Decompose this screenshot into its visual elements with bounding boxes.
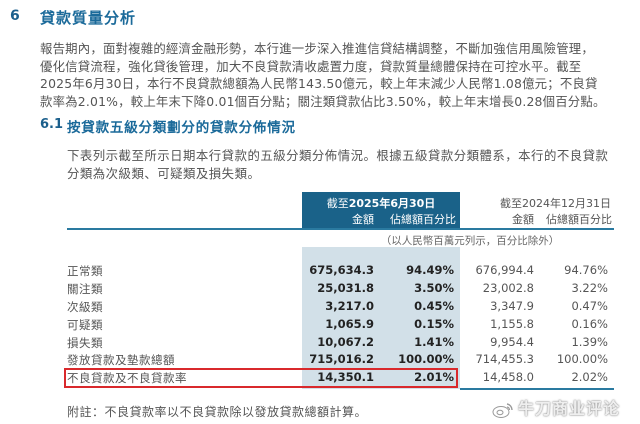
pct-2024: 3.22% — [571, 281, 608, 295]
paragraph-line: 2025年6月30日，本行不良貸款總額為人民幣143.50億元，較上年末減少人民… — [40, 76, 598, 91]
pct-2025: 100.00% — [398, 352, 454, 366]
intro-line: 下表列示截至所示日期本行貸款的五級分類分佈情況。根據五級貸款分類體系，本行的不良… — [67, 148, 609, 163]
header-rule — [67, 228, 614, 230]
pct-2024: 2.02% — [571, 370, 608, 384]
amount-2025: 3,217.0 — [325, 299, 374, 313]
amount-2024: 714,455.3 — [475, 352, 534, 366]
current-amount-header: 金額 — [352, 213, 374, 226]
amount-2025: 1,065.9 — [325, 317, 374, 331]
pct-2024: 0.47% — [571, 299, 608, 313]
amount-2024: 676,994.4 — [475, 263, 534, 277]
intro-line: 分類為次級類、可疑類及損失類。 — [67, 165, 261, 181]
pct-2025: 1.41% — [414, 335, 454, 349]
table-row: 次級類 3,217.0 0.45% 3,347.9 0.47% — [0, 299, 640, 317]
amount-2024: 9,954.4 — [490, 335, 534, 349]
subsection-number: 6.1 — [40, 117, 64, 132]
current-period-prefix: 截至 — [326, 197, 349, 210]
table-bottom-rule — [460, 388, 614, 390]
table-row-total: 發放貸款及墊款總額 715,016.2 100.00% 714,455.3 10… — [0, 352, 640, 370]
row-label: 關注類 — [67, 282, 103, 296]
subsection-intro: 下表列示截至所示日期本行貸款的五級分類分佈情況。根據五級貸款分類體系，本行的不良… — [67, 147, 608, 182]
row-label: 損失類 — [67, 336, 103, 350]
table-row: 正常類 675,634.3 94.49% 676,994.4 94.76% — [0, 263, 640, 281]
amount-2025: 715,016.2 — [309, 352, 374, 366]
footnote: 附註：不良貸款率以不良貸款除以發放貸款總額計算。 — [67, 405, 368, 419]
paragraph-line: 優化信貸流程，強化貸後管理，加大不良貸款清收處置力度，貸款質量總體保持在可控水平… — [40, 58, 582, 74]
pct-2024: 100.00% — [556, 352, 608, 366]
section-title: 貸款質量分析 — [40, 9, 137, 27]
pct-2024: 0.16% — [571, 317, 608, 331]
row-label: 不良貸款及不良貸款率 — [67, 371, 187, 385]
previous-amount-header: 金額 — [512, 213, 534, 226]
current-period-date: 2025年6月30日 — [348, 197, 436, 210]
pct-2024: 1.39% — [571, 335, 608, 349]
amount-2024: 23,002.8 — [482, 281, 534, 295]
row-label: 正常類 — [67, 264, 103, 278]
previous-percent-header: 佔總額百分比 — [546, 213, 612, 226]
current-period-column-shade — [302, 247, 460, 389]
subsection-title: 按貸款五級分類劃分的貸款分佈情況 — [67, 120, 296, 136]
table-row: 損失類 10,067.2 1.41% 9,954.4 1.39% — [0, 335, 640, 353]
row-label: 次級類 — [67, 300, 103, 314]
amount-2024: 1,155.8 — [490, 317, 534, 331]
table-row-npl: 不良貸款及不良貸款率 14,350.1 2.01% 14,458.0 2.02% — [0, 370, 640, 388]
pct-2025: 94.49% — [406, 263, 454, 277]
units-note: （以人民幣百萬元列示，百分比除外） — [380, 235, 560, 247]
section-paragraph: 報告期內，面對複雜的經濟金融形勢，本行進一步深入推進信貸結構調整，不斷加強信用風… — [40, 40, 640, 110]
amount-2025: 25,031.8 — [317, 281, 374, 295]
paragraph-line: 款率為2.01%，較上年末下降0.01個百分點；關注類貸款佔比3.50%，較上年… — [40, 93, 606, 109]
section-number: 6 — [10, 8, 20, 24]
amount-2025: 10,067.2 — [317, 335, 374, 349]
pct-2025: 0.45% — [414, 299, 454, 313]
current-percent-header: 佔總額百分比 — [390, 213, 456, 226]
pct-2025: 3.50% — [414, 281, 454, 295]
npl-highlight-box — [64, 368, 458, 388]
pct-2024: 94.76% — [564, 263, 608, 277]
current-period-header-fill — [302, 192, 460, 229]
amount-2025: 675,634.3 — [309, 263, 374, 277]
table-row: 關注類 25,031.8 3.50% 23,002.8 3.22% — [0, 281, 640, 299]
previous-period-header: 截至2024年12月31日 — [500, 197, 611, 210]
amount-2024: 3,347.9 — [490, 299, 534, 313]
row-label: 可疑類 — [67, 318, 103, 332]
watermark-text: 牛刀商业评论 — [518, 399, 621, 418]
table-row: 可疑類 1,065.9 0.15% 1,155.8 0.16% — [0, 317, 640, 335]
weibo-icon — [492, 402, 513, 418]
row-label: 發放貸款及墊款總額 — [67, 353, 175, 367]
watermark: 牛刀商业评论 — [492, 395, 620, 419]
amount-2024: 14,458.0 — [482, 370, 534, 384]
paragraph-line: 報告期內，面對複雜的經濟金融形勢，本行進一步深入推進信貸結構調整，不斷加強信用風… — [40, 41, 594, 56]
pct-2025: 2.01% — [414, 370, 454, 384]
current-period-header: 截至2025年6月30日 — [302, 195, 460, 211]
amount-2025: 14,350.1 — [317, 370, 374, 384]
pct-2025: 0.15% — [414, 317, 454, 331]
